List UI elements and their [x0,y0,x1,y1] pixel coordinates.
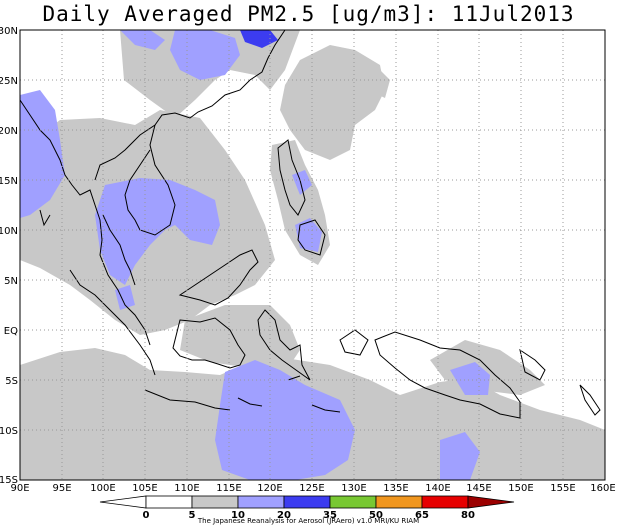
lon-label: 95E [52,483,71,494]
colorbar-label: 5 [189,510,196,521]
colorbar-label: 65 [415,510,429,521]
lon-label: 110E [174,483,199,494]
lon-label: 150E [508,483,533,494]
latitude-labels: 30N 25N 20N 15N 10N 5N EQ 5S 10S 15S [0,26,18,486]
lon-label: 155E [550,483,575,494]
colorbar-segment [375,495,423,509]
map-title: Daily Averaged PM2.5 [ug/m3]: 11Jul2013 [42,2,575,26]
colorbar-label: 20 [277,510,291,521]
colorbar-segment [99,495,147,509]
colorbar: 0 5 10 20 35 50 65 80 [99,495,515,521]
colorbar-label: 10 [231,510,245,521]
lon-label: 120E [257,483,282,494]
colorbar-segment [283,495,331,509]
lat-label: 30N [0,26,18,37]
lon-label: 125E [299,483,324,494]
lat-label: 10S [0,426,18,437]
lat-label: 5N [4,276,18,287]
lat-label: 20N [0,126,18,137]
lon-label: 100E [90,483,115,494]
coastlines [20,30,601,419]
colorbar-segment [467,495,515,509]
colorbar-label: 80 [461,510,475,521]
lon-label: 145E [466,483,491,494]
lon-label: 160E [590,483,615,494]
lat-label: 15S [0,475,18,486]
colorbar-segment [191,495,239,509]
colorbar-segment [329,495,377,509]
lat-label: 25N [0,76,18,87]
colorbar-label: 0 [143,510,150,521]
colorbar-label: 50 [369,510,383,521]
lon-label: 105E [132,483,157,494]
lon-label: 140E [425,483,450,494]
colorbar-segment [237,495,285,509]
pm25-layer-35-50 [240,30,278,48]
plot-frame [19,29,606,481]
lon-label: 115E [216,483,241,494]
lat-label: EQ [4,326,18,337]
graticule [20,30,605,480]
lat-label: 10N [0,226,18,237]
lat-label: 5S [5,376,18,387]
colorbar-segment [421,495,469,509]
colorbar-label: 35 [323,510,337,521]
credit-line: The Japanese Reanalysis for Aerosol (JRA… [197,517,420,525]
colorbar-segment [145,495,193,509]
lon-label: 130E [341,483,366,494]
lon-label: 135E [383,483,408,494]
longitude-labels: 90E 95E 100E 105E 110E 115E 120E 125E 13… [10,483,615,494]
lon-label: 90E [10,483,29,494]
lat-label: 15N [0,176,18,187]
